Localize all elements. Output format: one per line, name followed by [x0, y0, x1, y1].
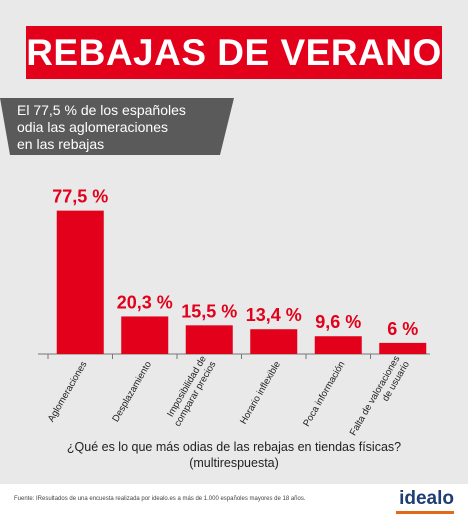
category-label-line: Aglomeraciones	[46, 359, 90, 424]
callout-line-1: El 77,5 % de los españoles	[17, 102, 186, 118]
data-label-1: 20,3 %	[117, 292, 173, 312]
data-label-2: 15,5 %	[181, 301, 237, 321]
category-label-line: Horario inflexible	[238, 360, 283, 427]
category-label-line: Falta de valoraciones	[348, 354, 403, 438]
bar-0	[56, 210, 104, 354]
logo-underline	[396, 511, 454, 514]
logo-text: idealo	[399, 488, 454, 509]
data-label-5: 6 %	[387, 319, 418, 339]
callout-line-2: odia las aglomeraciones	[17, 119, 168, 135]
footer: Fuente: IResultados de una encuesta real…	[0, 484, 468, 517]
source-note: Fuente: IResultados de una encuesta real…	[14, 496, 306, 502]
category-label-1: Desplazamiento	[110, 360, 154, 424]
callout-notch-right	[220, 98, 234, 155]
bar-3	[250, 329, 298, 354]
bar-4	[314, 336, 362, 354]
category-label-line: Desplazamiento	[110, 360, 154, 424]
category-label-3: Horario inflexible	[238, 360, 283, 427]
callout-box: El 77,5 % de los españoles odia las aglo…	[10, 98, 220, 155]
category-label-line: Poca información	[301, 360, 347, 429]
data-label-4: 9,6 %	[315, 312, 361, 332]
data-label-3: 13,4 %	[246, 305, 302, 325]
chart-question: ¿Qué es lo que más odias de las rebajas …	[66, 440, 402, 470]
idealo-logo[interactable]: idealo	[396, 488, 454, 514]
page-title-text: REBAJAS DE VERANO	[26, 31, 442, 73]
bar-5	[379, 342, 427, 354]
callout-line-3: en las rebajas	[17, 136, 105, 152]
bar-2	[185, 325, 233, 354]
data-label-0: 77,5 %	[52, 187, 108, 207]
callout-notch-left	[0, 98, 10, 155]
category-label-0: Aglomeraciones	[46, 359, 90, 424]
bar-chart: 77,5 % Aglomeraciones 20,3 % Desplazamiento…	[38, 187, 430, 438]
category-label-4: Poca información	[301, 360, 347, 429]
bar-1	[121, 316, 169, 354]
page-title: REBAJAS DE VERANO	[26, 26, 442, 79]
